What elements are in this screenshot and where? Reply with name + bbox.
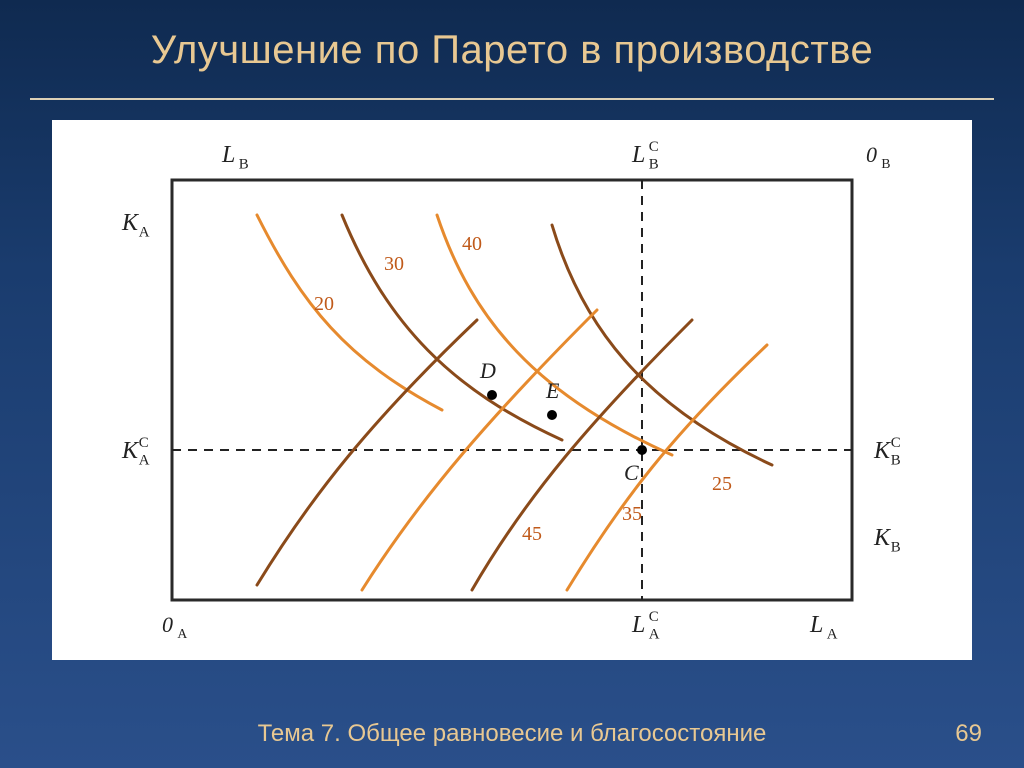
svg-text:C: C: [891, 435, 901, 451]
svg-text:B: B: [891, 540, 901, 556]
page-number: 69: [955, 720, 982, 748]
svg-text:K: K: [121, 210, 140, 236]
svg-text:L: L: [809, 612, 823, 638]
svg-text:B: B: [891, 453, 901, 469]
footer-text: Тема 7. Общее равновесие и благосостояни…: [0, 720, 1024, 748]
svg-text:0: 0: [866, 142, 877, 167]
svg-text:K: K: [873, 438, 892, 464]
svg-text:B: B: [649, 157, 659, 173]
svg-text:B: B: [881, 156, 890, 171]
svg-text:K: K: [873, 525, 892, 551]
svg-text:A: A: [827, 627, 838, 643]
svg-text:L: L: [221, 142, 235, 168]
svg-text:C: C: [649, 139, 659, 155]
edgeworth-box-chart: 203040253545DECLBLCB0BKAKCAKCBKB0ALCALA: [52, 120, 972, 660]
svg-text:D: D: [479, 358, 496, 383]
slide-title: Улучшение по Парето в производстве: [0, 28, 1024, 73]
svg-text:B: B: [239, 157, 249, 173]
svg-text:K: K: [121, 438, 140, 464]
svg-text:A: A: [649, 627, 660, 643]
svg-text:45: 45: [522, 523, 542, 545]
svg-text:40: 40: [462, 233, 482, 255]
svg-text:C: C: [139, 435, 149, 451]
svg-text:A: A: [139, 453, 150, 469]
title-underline: [30, 98, 994, 100]
svg-text:20: 20: [314, 293, 334, 315]
svg-text:L: L: [631, 612, 645, 638]
svg-text:25: 25: [712, 473, 732, 495]
svg-text:30: 30: [384, 253, 404, 275]
svg-text:E: E: [545, 378, 560, 403]
chart-svg: 203040253545DECLBLCB0BKAKCAKCBKB0ALCALA: [52, 120, 972, 660]
svg-text:0: 0: [162, 612, 173, 637]
svg-text:A: A: [177, 626, 187, 641]
svg-text:35: 35: [622, 503, 642, 525]
svg-text:L: L: [631, 142, 645, 168]
slide: Улучшение по Парето в производстве 20 30 4…: [0, 0, 1024, 768]
svg-text:A: A: [139, 225, 150, 241]
svg-text:C: C: [649, 609, 659, 625]
svg-text:C: C: [624, 460, 639, 485]
